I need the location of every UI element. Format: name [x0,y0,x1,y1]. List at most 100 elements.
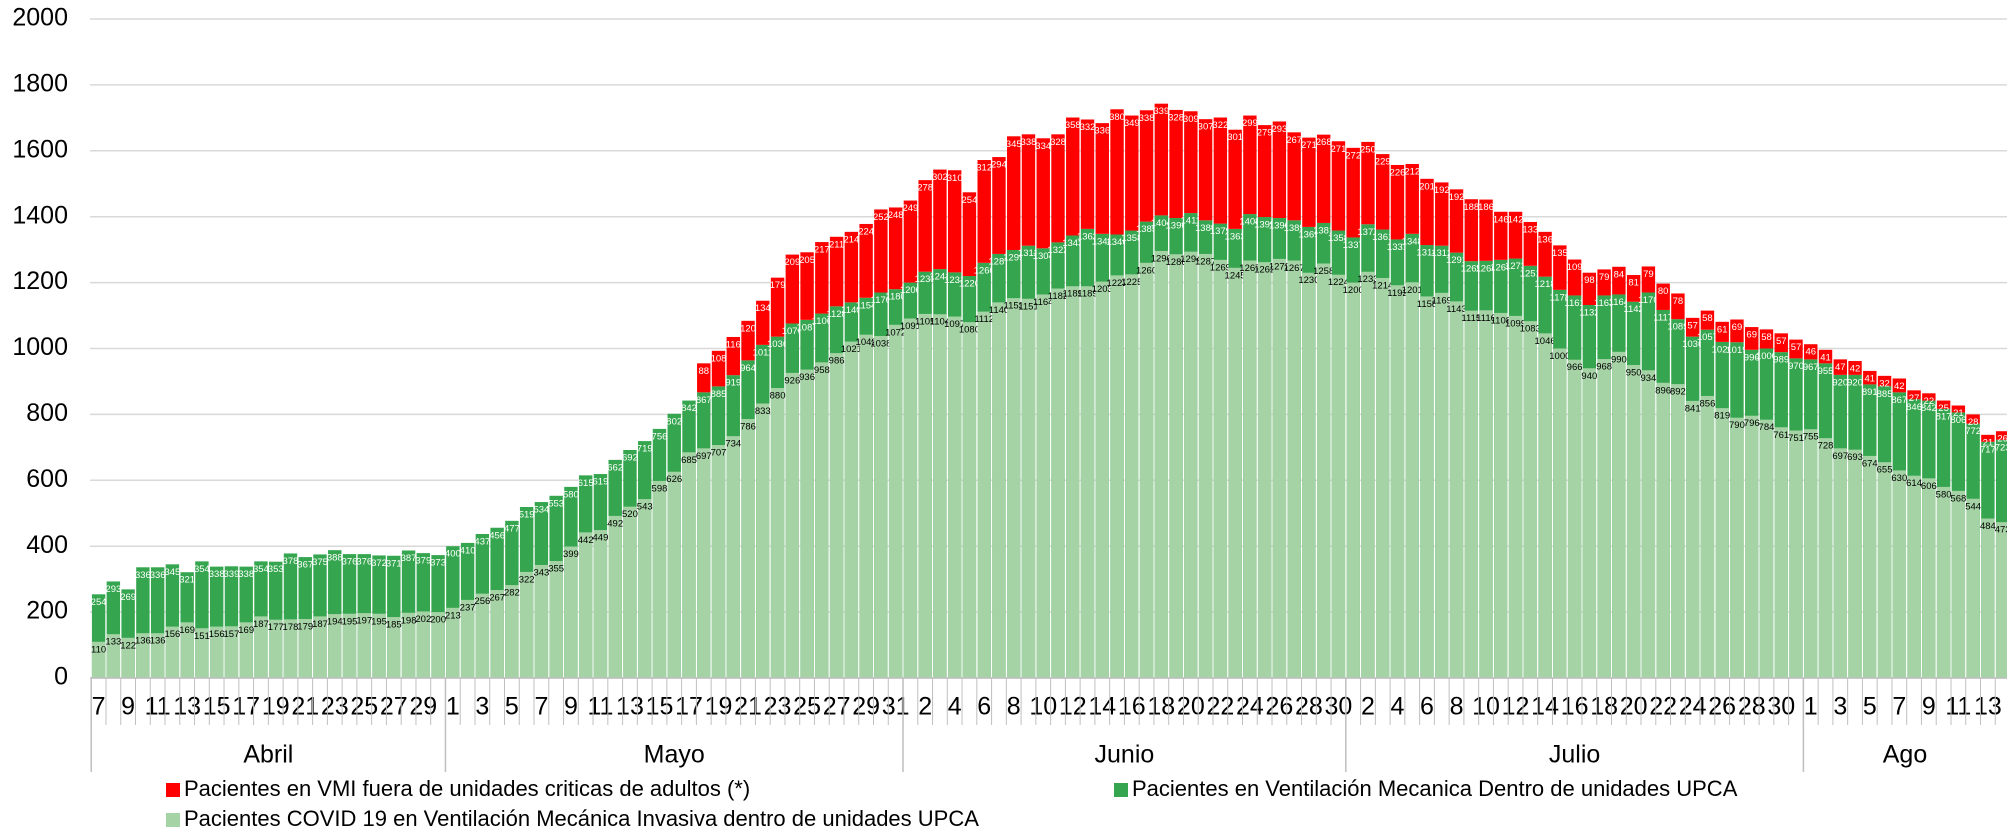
data-label: 1258 [1313,266,1334,277]
data-label: 1267 [1284,263,1305,274]
data-label: 1019 [1726,345,1747,356]
data-label: 697 [1832,451,1848,462]
bar [1538,231,1552,277]
bar [224,626,239,678]
x-tick-label: 8 [1450,693,1464,721]
bar [726,436,740,678]
data-label: 252 [873,212,889,223]
data-label: 1348 [1402,236,1423,247]
bar [1302,137,1316,227]
bar [1641,266,1656,293]
bar [1272,258,1287,678]
bar [638,499,652,678]
data-label: 376 [342,557,358,568]
data-label: 41 [1820,352,1831,363]
data-label: 1128 [826,309,846,320]
data-label: 338 [1139,113,1155,124]
bar [298,619,312,678]
data-label: 1158 [1417,299,1437,310]
data-label: 293 [105,584,121,595]
data-label: 1076 [782,326,803,337]
data-label: 1222 [1106,278,1127,289]
bar [1228,129,1242,229]
bar [1376,154,1390,230]
data-label: 248 [888,210,904,221]
bar [1287,260,1301,678]
bar [357,613,371,678]
bar [1110,275,1124,678]
bar [1494,211,1508,260]
data-label: 345 [1006,139,1022,150]
x-tick-label: 6 [977,693,991,721]
x-tick-label: 13 [1974,693,2002,721]
data-label: 1000 [1756,351,1777,362]
x-tick-label: 7 [92,693,106,721]
data-label: 1091 [900,321,921,332]
bar [918,180,932,272]
data-label: 846 [1906,402,1922,413]
data-label: 187 [312,619,328,630]
data-label: 109 [1567,262,1583,273]
bar [1936,486,1951,678]
bar [697,363,711,393]
data-label: 655 [1877,465,1893,476]
data-label: 1260 [1136,265,1157,276]
data-label: 867 [1891,395,1907,406]
x-tick-label: 11 [587,693,613,721]
month-label: Abril [243,741,293,769]
x-tick-label: 26 [1265,693,1293,721]
data-label: 1251 [1520,268,1541,279]
bar [475,593,490,678]
data-label: 1042 [856,337,877,348]
x-tick-label: 10 [1029,693,1057,721]
data-label: 1161 [1594,298,1614,309]
bar [815,362,829,678]
data-label: 116 [726,339,741,350]
data-label: 693 [1847,452,1863,463]
x-tick-label: 29 [852,693,880,721]
bar [1892,470,1907,678]
data-label: 1117 [1653,312,1673,323]
data-label: 217 [814,245,830,256]
data-label: 1272 [1269,261,1290,272]
bar [1036,294,1050,678]
bar [1213,259,1228,678]
bar [1272,121,1287,219]
month-label: Mayo [644,741,705,769]
data-label: 399 [563,549,579,560]
data-label: 69 [1746,330,1757,341]
x-tick-label: 20 [1177,693,1205,721]
bar [1184,251,1198,678]
data-label: 135 [1552,248,1568,259]
bar [1626,275,1641,302]
data-label: 79 [1599,272,1610,283]
bar [1125,115,1139,231]
bar [682,452,696,678]
data-label: 186 [1478,202,1494,213]
data-label: 1312 [1431,248,1452,259]
x-tick-label: 23 [321,693,349,721]
bar [903,318,918,678]
bar [859,334,873,678]
x-tick-label: 11 [1945,693,1971,721]
data-label: 213 [445,610,461,621]
data-label: 1170 [871,295,891,306]
data-label: 1408 [1239,217,1260,228]
y-tick-label: 1400 [12,201,68,229]
month-label: Julio [1549,741,1600,769]
y-tick-label: 600 [26,465,68,493]
data-label: 1267 [1239,263,1260,274]
data-label: 1180 [885,292,905,303]
data-label: 885 [711,389,727,400]
data-label: 26 [1997,434,2007,445]
bar [1287,132,1301,221]
data-label: 1385 [1136,224,1157,235]
bar [180,622,194,678]
data-label: 156 [209,629,225,640]
data-label: 1000 [1549,351,1570,362]
bar [1405,163,1419,234]
data-label: 1363 [1225,231,1246,242]
data-label: 892 [1670,387,1686,398]
data-label: 57 [1791,342,1802,353]
